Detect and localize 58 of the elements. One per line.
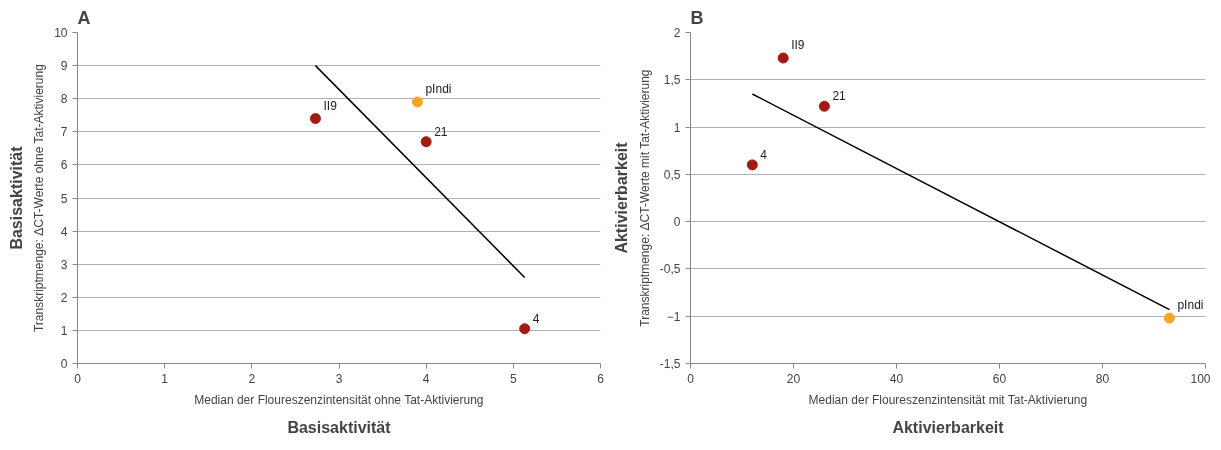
text: Aktivierbarkeit: [892, 418, 1005, 436]
y-tick-label: 0: [673, 215, 681, 230]
x-tick-label: 20: [786, 371, 801, 386]
x-tick-label: 3: [335, 371, 343, 386]
y-tick-label: 6: [60, 158, 68, 173]
chart-title: A: [77, 7, 91, 28]
series-label: 4: [532, 311, 540, 326]
y-tick-label: 1: [673, 120, 681, 135]
x-tick-label: 100: [1190, 371, 1211, 386]
text: Aktivierbarkeit: [612, 141, 630, 254]
series-label: 21: [434, 124, 448, 139]
y-tick-label: 0: [60, 357, 68, 371]
y-tick-label: 1: [60, 323, 68, 338]
x-axis-title: Median der Floureszenzintensität ohne Tat-Aktivierung: [194, 392, 484, 407]
text: Basisaktivität: [287, 418, 392, 436]
y-tick-label: 3: [60, 257, 68, 272]
y-tick-label: 5: [60, 191, 68, 206]
x-tick-label: 2: [248, 371, 256, 386]
x-tick-label: 0: [74, 371, 82, 386]
y-tick-label: 7: [60, 125, 68, 140]
x-tick-label: 1: [161, 371, 169, 386]
x-tick-label: 0: [687, 371, 695, 386]
y-tick-label: −1: [666, 309, 681, 324]
point: [309, 113, 321, 125]
point: [777, 52, 789, 64]
x-axis-title: Median der Floureszenzintensität mit Tat-Aktivierung: [808, 392, 1088, 407]
series-label: 4: [760, 147, 768, 162]
x-tick-label: 60: [992, 371, 1007, 386]
point: [746, 159, 758, 171]
x-tick-label: 6: [597, 371, 605, 386]
y-tick-label: 8: [60, 92, 68, 107]
y-axis-title: Transkriptmenge: ΔCT-Werte ohne Tat-Aktivierung: [32, 64, 47, 333]
y-tick-label: 10: [54, 26, 68, 40]
chart-title: B: [690, 7, 704, 28]
y-axis-title: Transkriptmenge: ΔCT-Werte mit Tat-Aktivierung: [637, 69, 652, 327]
series-label: II9: [791, 38, 805, 53]
series-label: pIndi: [1177, 298, 1204, 313]
x-tick-label: 4: [422, 371, 430, 386]
point: [411, 96, 423, 108]
y-tick-label: 4: [60, 224, 68, 239]
y-tick-label: 0,5: [663, 167, 681, 182]
y-tick-label: 2: [673, 26, 681, 40]
text: Basisaktivität: [7, 145, 25, 250]
point: [420, 136, 432, 148]
y-tick-label: 9: [60, 59, 68, 74]
point: [818, 100, 830, 112]
series-label: II9: [323, 98, 338, 113]
y-tick-label: 1,5: [663, 73, 681, 88]
x-tick-label: 40: [889, 371, 904, 386]
series-label: pIndi: [425, 82, 452, 97]
x-tick-label: 80: [1095, 371, 1110, 386]
point: [1163, 312, 1175, 324]
x-tick-label: 5: [510, 371, 517, 386]
y-tick-label: -0,5: [659, 262, 681, 277]
series-label: 21: [832, 89, 847, 104]
y-tick-label: 2: [60, 290, 68, 305]
y-tick-label: -1,5: [659, 357, 681, 371]
point: [519, 323, 531, 335]
